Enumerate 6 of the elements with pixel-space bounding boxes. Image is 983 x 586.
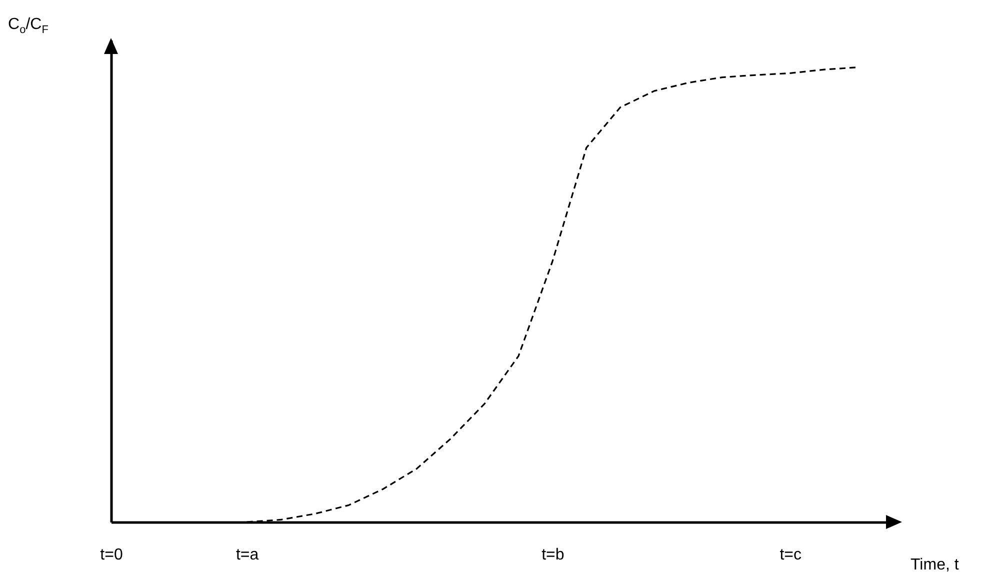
y-axis-title: C$_{o}$/C$_{F}$ — [8, 16, 48, 36]
x-tick-label: t=0 — [100, 546, 123, 564]
x-tick-label: t=c — [780, 546, 802, 564]
x-tick-label: t=b — [542, 546, 564, 564]
x-tick-label: t=a — [236, 546, 259, 564]
x-axis-title: Time, t — [910, 556, 960, 574]
